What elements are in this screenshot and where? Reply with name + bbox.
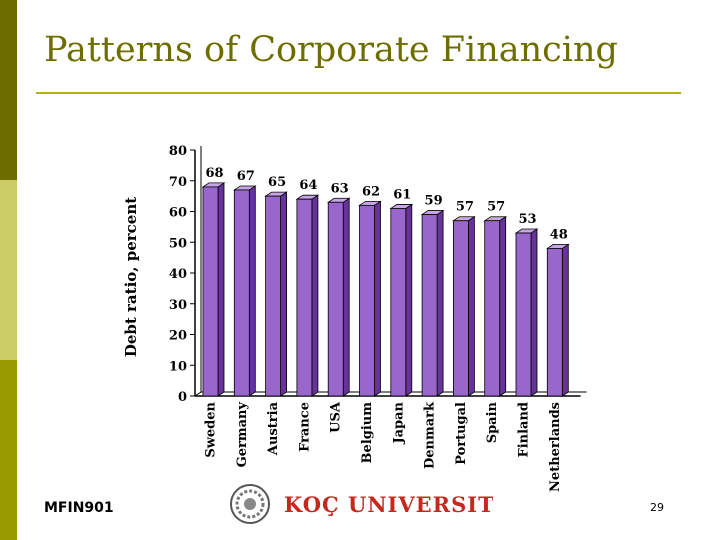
category-label-sweden: Sweden: [204, 401, 219, 457]
left-accent-bar: [0, 0, 17, 540]
bar-side-belgium: [374, 200, 381, 397]
bar-portugal: [452, 220, 469, 397]
y-tick-label-60: 60: [169, 206, 187, 221]
bar-france: [296, 198, 313, 397]
bar-spain: [484, 220, 501, 397]
bar-germany: [233, 189, 250, 397]
bar-side-sweden: [217, 182, 225, 397]
category-label-france: France: [297, 402, 312, 452]
bar-side-finland: [530, 228, 538, 397]
bar-side-usa: [342, 197, 350, 397]
bar-netherlands: [546, 248, 563, 397]
logo-text: KOÇ UNIVERSITY: [284, 492, 493, 517]
y-tick-label-20: 20: [169, 329, 187, 344]
category-label-finland: Finland: [517, 402, 532, 458]
y-tick-label-40: 40: [169, 267, 187, 282]
bar-belgium: [359, 204, 375, 397]
data-label-belgium: 62: [362, 184, 380, 199]
data-label-spain: 57: [487, 200, 505, 215]
page-number: 29: [650, 501, 664, 514]
bar-austria: [265, 195, 282, 397]
bar-side-france: [311, 194, 319, 397]
bar-side-denmark: [436, 209, 444, 397]
data-label-denmark: 59: [425, 194, 443, 209]
category-label-denmark: Denmark: [423, 401, 438, 469]
category-label-japan: Japan: [391, 401, 406, 444]
bar-side-germany: [248, 185, 256, 397]
category-label-austria: Austria: [266, 401, 281, 456]
y-tick-label-70: 70: [169, 175, 187, 190]
course-code: MFIN901: [44, 500, 114, 516]
data-label-netherlands: 48: [550, 227, 568, 242]
accent-bar-top: [0, 0, 17, 180]
bar-finland: [515, 232, 532, 397]
accent-bar-bottom: [0, 360, 17, 540]
accent-bar-middle: [0, 180, 17, 360]
category-label-netherlands: Netherlands: [548, 402, 563, 492]
y-tick-label-10: 10: [169, 359, 187, 374]
debt-ratio-bar-chart: 0 10 20 30 40 50 60 70 80 Debt ratio, percent 68 Sw…: [122, 144, 587, 492]
category-label-belgium: Belgium: [360, 402, 375, 464]
y-tick-label-50: 50: [169, 236, 187, 251]
bar-side-austria: [280, 191, 288, 397]
category-label-portugal: Portugal: [454, 402, 469, 465]
category-label-germany: Germany: [235, 402, 250, 468]
data-label-france: 64: [299, 178, 317, 193]
bar-sweden: [202, 186, 219, 397]
data-label-finland: 53: [518, 212, 536, 227]
back-wall: [194, 146, 202, 397]
bar-side-netherlands: [561, 243, 569, 397]
category-label-usa: USA: [329, 401, 344, 433]
data-label-germany: 67: [237, 169, 255, 184]
bar-usa: [327, 201, 344, 397]
y-tick-label-30: 30: [169, 298, 187, 313]
y-tick-label-80: 80: [169, 144, 187, 159]
slide-title: Patterns of Corporate Financing: [44, 30, 618, 70]
data-label-sweden: 68: [205, 166, 223, 181]
bar-denmark: [421, 214, 438, 397]
data-label-japan: 61: [393, 187, 411, 202]
bar-side-portugal: [467, 215, 475, 397]
y-axis-title: Debt ratio, percent: [122, 197, 140, 357]
university-logo: KOÇ UNIVERSITY: [230, 484, 493, 524]
bar-side-spain: [499, 215, 507, 397]
title-underline: [36, 92, 681, 94]
y-tick-label-0: 0: [178, 390, 187, 405]
data-label-austria: 65: [268, 175, 286, 190]
bar-side-japan: [405, 203, 413, 397]
data-label-portugal: 57: [456, 200, 474, 215]
category-label-spain: Spain: [485, 401, 500, 443]
data-label-usa: 63: [331, 181, 349, 196]
logo-emblem-icon: [230, 484, 270, 524]
bar-japan: [390, 208, 407, 397]
